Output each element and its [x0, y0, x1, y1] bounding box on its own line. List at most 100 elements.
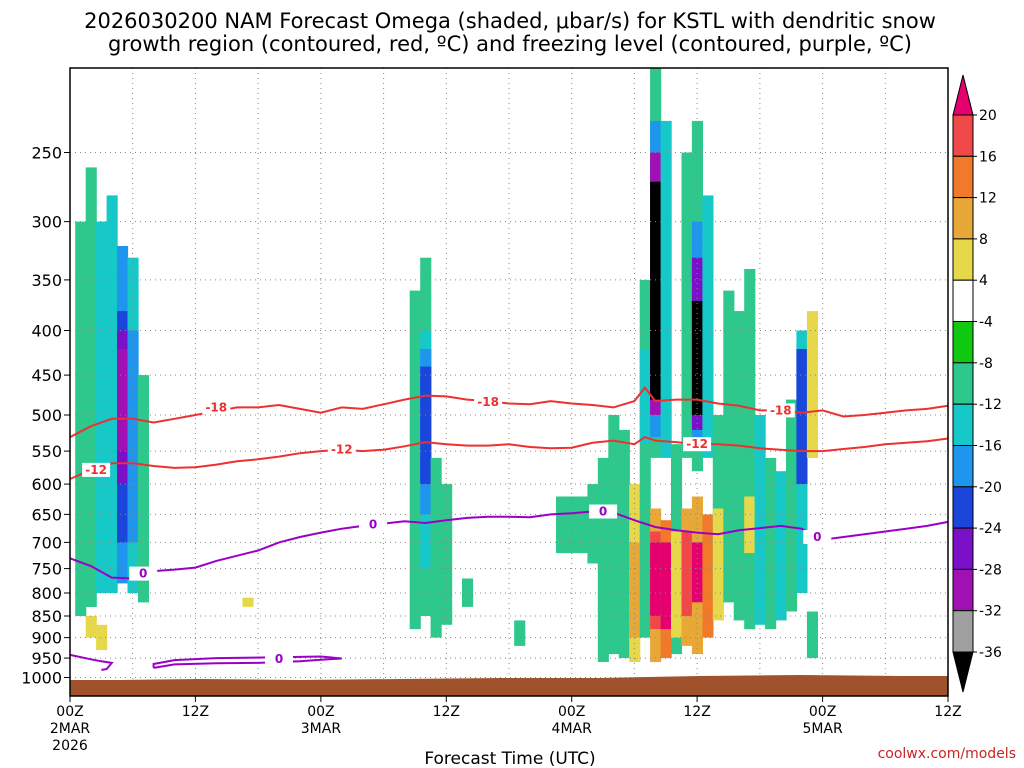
omega-cell — [744, 269, 756, 630]
omega-cell — [75, 221, 87, 616]
colorbar-box — [952, 321, 974, 364]
colorbar-box — [952, 362, 974, 405]
omega-cell — [106, 195, 118, 593]
colorbar-box — [952, 238, 974, 281]
contour-label: -12 — [331, 443, 353, 457]
omega-cell — [681, 531, 693, 616]
omega-cell — [608, 415, 620, 655]
contour-label-bg — [683, 437, 712, 452]
omega-shading-layer — [75, 68, 818, 663]
contour-label-bg — [589, 504, 618, 519]
contour-label-bg — [82, 462, 111, 477]
x-tick-label: 00Z — [809, 704, 836, 720]
colorbar: 20 16 12 8 4 -4 -8 -12 -16 -20 -24 -28 -32 -36 — [952, 74, 1002, 693]
contour-line — [69, 653, 114, 671]
x-tick-label: 12Z — [433, 704, 460, 720]
omega-cell — [639, 349, 651, 445]
omega-cell — [660, 120, 672, 458]
colorbar-label: -12 — [979, 397, 1002, 413]
x-tick-date: 5MAR — [802, 721, 843, 737]
omega-cell — [420, 366, 432, 485]
contour-label-bg — [265, 651, 293, 666]
colorbar-label: 8 — [979, 232, 988, 248]
omega-cell — [629, 542, 641, 638]
colorbar-label: -8 — [979, 356, 993, 372]
omega-cell — [96, 221, 108, 594]
contour-label-bg — [359, 517, 388, 532]
contour-label: 0 — [275, 652, 283, 666]
omega-cell — [712, 508, 724, 621]
colorbar-box — [952, 155, 974, 199]
omega-cell — [462, 578, 474, 607]
x-tick-label: 00Z — [56, 704, 83, 720]
x-tick-label: 00Z — [307, 704, 334, 720]
omega-cell — [754, 415, 766, 625]
colorbar-box — [952, 568, 974, 612]
omega-cell — [733, 311, 745, 621]
omega-cell — [702, 514, 714, 638]
colorbar-box — [952, 114, 974, 157]
omega-cell — [85, 616, 97, 638]
omega-cell — [242, 597, 254, 607]
contour-label-bg — [202, 400, 231, 415]
y-tick-label: 1000 — [21, 669, 62, 688]
colorbar-box — [952, 279, 974, 323]
omega-cell — [96, 624, 108, 651]
x-tick-label: 00Z — [558, 704, 585, 720]
omega-cell — [806, 311, 818, 458]
contour-label: 0 — [139, 567, 147, 581]
contour-label: -18 — [205, 400, 227, 414]
x-tick-date: 2MAR — [50, 721, 91, 737]
omega-cell — [566, 496, 578, 554]
contour-label: -18 — [477, 395, 499, 409]
omega-cell — [85, 167, 97, 607]
y-tick-label: 950 — [31, 649, 62, 668]
y-tick-label: 350 — [31, 271, 62, 290]
omega-cell — [639, 279, 651, 638]
omega-cell — [409, 290, 421, 630]
omega-cell — [702, 195, 714, 458]
colorbar-label: 12 — [979, 191, 997, 207]
colorbar-label: 20 — [979, 108, 997, 124]
omega-cell — [650, 542, 662, 616]
colorbar-box — [952, 403, 974, 447]
contour-label: 0 — [599, 505, 607, 519]
colorbar-label: -20 — [979, 480, 1002, 496]
x-tick-date: 3MAR — [301, 721, 342, 737]
colorbar-cap-bottom — [952, 651, 974, 693]
contour-label: -12 — [686, 437, 708, 451]
colorbar-label: -16 — [979, 439, 1002, 455]
terrain-strip — [70, 675, 948, 696]
colorbar-label: -32 — [979, 604, 1002, 620]
omega-cell — [744, 496, 756, 554]
colorbar-label: -4 — [979, 315, 993, 331]
contour-label: -18 — [770, 403, 792, 417]
y-tick-label: 300 — [31, 213, 62, 232]
x-tick-label: 12Z — [934, 704, 961, 720]
y-axis: 250 300 350 400 450 500 550 600 650 700 750 800 850 9… — [21, 144, 70, 688]
omega-cell — [765, 457, 777, 630]
omega-cell — [723, 290, 735, 603]
x-tick-year: 2026 — [52, 738, 88, 754]
contour-label: -12 — [85, 463, 107, 477]
colorbar-label: 16 — [979, 149, 997, 165]
y-tick-label: 250 — [31, 144, 62, 163]
colorbar-box — [952, 197, 974, 240]
omega-cell — [712, 415, 724, 593]
omega-cell — [806, 611, 818, 659]
omega-cell — [576, 496, 588, 554]
omega-cell — [137, 375, 149, 603]
colorbar-box — [952, 445, 974, 488]
colorbar-label: -24 — [979, 521, 1002, 537]
contour-layer: -18 -18 -18 -12 -12 -12 0 0 0 0 0 — [69, 385, 949, 671]
x-tick-label: 12Z — [182, 704, 209, 720]
omega-cell — [618, 429, 630, 659]
y-tick-label: 400 — [31, 322, 62, 341]
y-tick-label: 750 — [31, 560, 62, 579]
omega-cell — [691, 542, 703, 603]
y-tick-label: 550 — [31, 442, 62, 461]
y-tick-label: 850 — [31, 607, 62, 626]
omega-cell — [786, 399, 798, 612]
